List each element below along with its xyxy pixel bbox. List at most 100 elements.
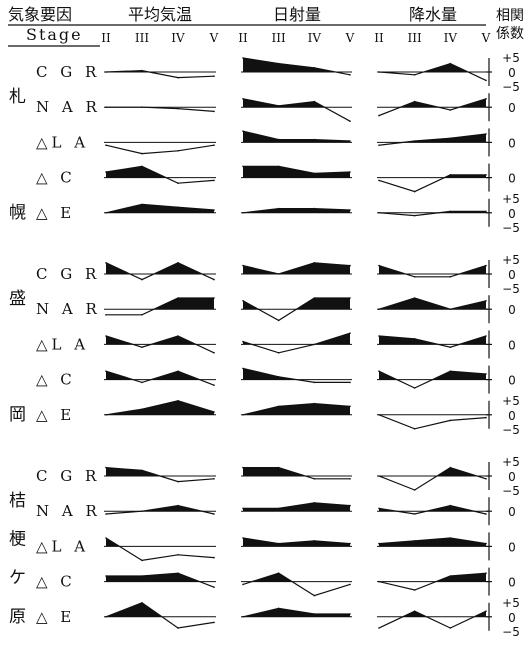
- mini-plot: [104, 466, 216, 483]
- data-point: [105, 335, 107, 337]
- row-labels: C G R N A R △L A △ C △ E C G R N A R △L A △ C △ E…: [36, 63, 101, 626]
- data-point: [485, 335, 487, 337]
- stage-label-0-3: V: [209, 31, 219, 45]
- positive-area: [106, 400, 214, 415]
- mini-plot: [241, 297, 352, 322]
- data-point: [313, 138, 316, 141]
- row-label: △L A: [36, 537, 89, 555]
- data-point: [177, 335, 179, 337]
- mini-plot: [377, 264, 488, 278]
- data-point: [141, 314, 143, 316]
- series-line: [105, 203, 215, 214]
- data-point: [313, 343, 316, 346]
- data-point: [449, 575, 452, 577]
- data-point: [449, 137, 452, 139]
- data-point: [349, 332, 351, 335]
- scale-marker: 0: [486, 295, 516, 324]
- site-label-char: 札: [9, 87, 26, 107]
- data-point: [485, 210, 487, 213]
- data-point: [141, 152, 143, 155]
- positive-area: [106, 298, 214, 310]
- series-line: [242, 208, 351, 214]
- scale-minus-label: −5: [502, 625, 520, 639]
- data-point: [177, 504, 179, 507]
- row-label: △ C: [36, 169, 76, 187]
- scale-minus-label: −5: [502, 282, 520, 296]
- series-line: [242, 57, 351, 76]
- stage-label-0-0: II: [101, 31, 111, 45]
- data-point: [449, 419, 452, 422]
- stage-labels: II III IV V II III IV V II III IV V: [101, 31, 490, 45]
- positive-area: [379, 505, 486, 512]
- data-point: [378, 507, 380, 510]
- data-point: [485, 264, 487, 267]
- data-point: [449, 627, 452, 629]
- mini-plot: [241, 402, 352, 416]
- data-point: [213, 110, 215, 113]
- row-label: N A R: [36, 502, 101, 520]
- factor-header: 気象要因: [8, 5, 72, 24]
- positive-area: [379, 415, 486, 429]
- mini-plot: [104, 141, 216, 155]
- series-line: [378, 297, 487, 310]
- data-point: [213, 586, 215, 588]
- data-point: [413, 297, 416, 299]
- data-point: [449, 346, 452, 349]
- data-point: [378, 627, 380, 629]
- data-point: [242, 300, 244, 302]
- mini-plot: [104, 165, 216, 184]
- series-line: [378, 414, 487, 430]
- data-point: [277, 572, 280, 574]
- data-point: [413, 338, 416, 340]
- positive-area: [243, 298, 350, 310]
- data-point: [349, 583, 351, 586]
- series-line: [378, 133, 487, 146]
- data-point: [105, 314, 107, 316]
- positive-area: [106, 573, 214, 582]
- data-point: [277, 165, 280, 168]
- data-point: [105, 414, 107, 416]
- scale-plus-label: +5: [502, 455, 520, 469]
- stage-label-2-0: II: [374, 31, 384, 45]
- column-header-temp: 平均気温: [128, 5, 192, 24]
- mini-plot: [104, 297, 216, 316]
- series-line: [105, 370, 215, 386]
- data-point: [378, 475, 380, 477]
- series-line: [105, 69, 215, 79]
- data-point: [413, 540, 416, 542]
- data-point: [105, 370, 107, 373]
- data-point: [277, 352, 280, 354]
- data-point: [177, 297, 179, 299]
- scale-zero-label: 0: [508, 576, 516, 590]
- row-label: C G R: [36, 63, 100, 81]
- scale-marker: 0: [486, 163, 516, 192]
- data-point: [242, 130, 244, 132]
- series-line: [242, 262, 351, 275]
- data-point: [313, 172, 316, 175]
- data-point: [213, 297, 215, 299]
- data-point: [349, 171, 351, 173]
- series-line: [105, 165, 215, 184]
- scale-plus-label: +5: [502, 394, 520, 408]
- mini-plot: [241, 165, 352, 179]
- data-point: [349, 74, 351, 76]
- mini-plot: [104, 537, 216, 562]
- row-label: N A R: [36, 300, 101, 318]
- data-point: [349, 297, 351, 299]
- scale-zero-label: 0: [508, 505, 516, 519]
- data-point: [449, 504, 452, 507]
- data-point: [413, 140, 416, 142]
- scale-zero-label: 0: [508, 409, 516, 423]
- data-point: [105, 262, 107, 264]
- row-label: △L A: [36, 133, 89, 151]
- data-point: [485, 542, 487, 545]
- series-line: [378, 572, 487, 591]
- data-point: [449, 62, 452, 65]
- data-point: [413, 513, 416, 515]
- data-point: [105, 537, 107, 539]
- data-point: [277, 507, 280, 510]
- stage-label-1-3: V: [345, 31, 355, 45]
- coef-header-line1: 相関: [496, 8, 524, 24]
- scale-zero-label: 0: [508, 268, 516, 282]
